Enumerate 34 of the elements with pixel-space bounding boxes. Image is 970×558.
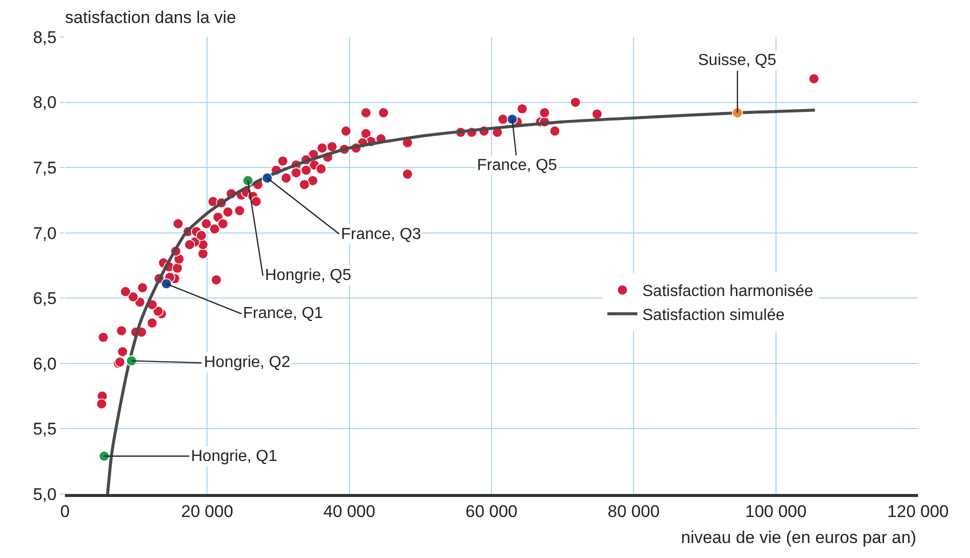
annotation: Hongrie, Q5 <box>265 267 352 284</box>
x-tick-label: 60 000 <box>466 502 518 522</box>
annotation: Suisse, Q5 <box>698 52 776 69</box>
y-tick-label: 6,5 <box>32 289 57 308</box>
point <box>98 450 110 462</box>
annotation: Hongrie, Q1 <box>191 448 278 465</box>
y-axis-title: satisfaction dans la vie <box>65 8 236 27</box>
x-tick-label: 20 000 <box>181 502 234 522</box>
point <box>506 114 518 125</box>
y-tick-label: 5,5 <box>32 420 57 439</box>
x-tick-label: 100 000 <box>745 502 807 522</box>
x-tick-label: 0 <box>60 502 70 522</box>
y-tick-label: 7,0 <box>32 224 57 243</box>
y-tick-label: 6,0 <box>32 354 57 374</box>
y-tick-label: 8,0 <box>32 93 57 112</box>
point <box>161 278 172 290</box>
point <box>126 355 137 366</box>
x-tick-label: 40 000 <box>323 502 376 522</box>
point <box>732 107 743 118</box>
legend-label: Satisfaction harmonisée <box>642 283 814 300</box>
y-tick-label: 8,5 <box>32 28 57 47</box>
y-tick-label: 5,0 <box>32 484 57 504</box>
annotation: France, Q1 <box>243 305 324 322</box>
point <box>242 175 254 186</box>
point <box>262 172 273 184</box>
x-tick-label: 80 000 <box>608 502 660 522</box>
x-tick-label: 120 000 <box>887 502 949 522</box>
annotation: Hongrie, Q2 <box>204 354 290 371</box>
x-axis-title: niveau de vie (en euros par an) <box>681 528 916 547</box>
annotation: France, Q3 <box>341 226 422 243</box>
annotation: France, Q5 <box>477 157 558 174</box>
y-tick-label: 7,5 <box>32 158 57 178</box>
legend-label: Satisfaction simulée <box>642 307 785 324</box>
line-series <box>106 108 816 494</box>
